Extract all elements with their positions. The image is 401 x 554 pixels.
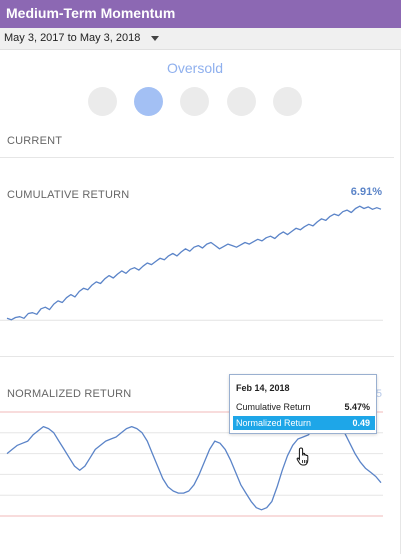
date-range-label: May 3, 2017 to May 3, 2018	[4, 32, 141, 44]
state-label: Oversold	[166, 60, 224, 76]
tooltip-row-cumulative: Cumulative Return 5.47%	[233, 400, 375, 414]
divider	[0, 157, 394, 158]
cumulative-return-label: CUMULATIVE RETURN	[7, 189, 130, 201]
state-dot-active	[134, 87, 163, 116]
normalized-return-label: NORMALIZED RETURN	[7, 388, 132, 400]
current-label: CURRENT	[7, 135, 63, 147]
hand-pointer-icon	[296, 447, 309, 466]
cumulative-return-value: 6.91%	[350, 186, 382, 198]
chart-tooltip: Feb 14, 2018 Cumulative Return 5.47% Nor…	[229, 374, 377, 434]
date-range-selector[interactable]: May 3, 2017 to May 3, 2018	[0, 28, 401, 50]
caret-down-icon	[151, 35, 160, 41]
tooltip-row-value: 5.47%	[344, 402, 370, 412]
tooltip-row-normalized: Normalized Return 0.49	[233, 416, 375, 430]
state-dot	[227, 87, 256, 116]
tooltip-row-label: Cumulative Return	[236, 402, 311, 412]
app-header: Medium-Term Momentum	[0, 0, 401, 28]
state-dot	[273, 87, 302, 116]
tooltip-row-value: 0.49	[352, 418, 370, 428]
header-title: Medium-Term Momentum	[6, 5, 176, 21]
state-dot	[180, 87, 209, 116]
tooltip-date: Feb 14, 2018	[236, 383, 290, 393]
cumulative-return-chart	[0, 205, 383, 321]
divider	[0, 356, 394, 357]
state-dot	[88, 87, 117, 116]
chart-series-line	[6, 205, 382, 321]
tooltip-row-label: Normalized Return	[236, 418, 312, 428]
